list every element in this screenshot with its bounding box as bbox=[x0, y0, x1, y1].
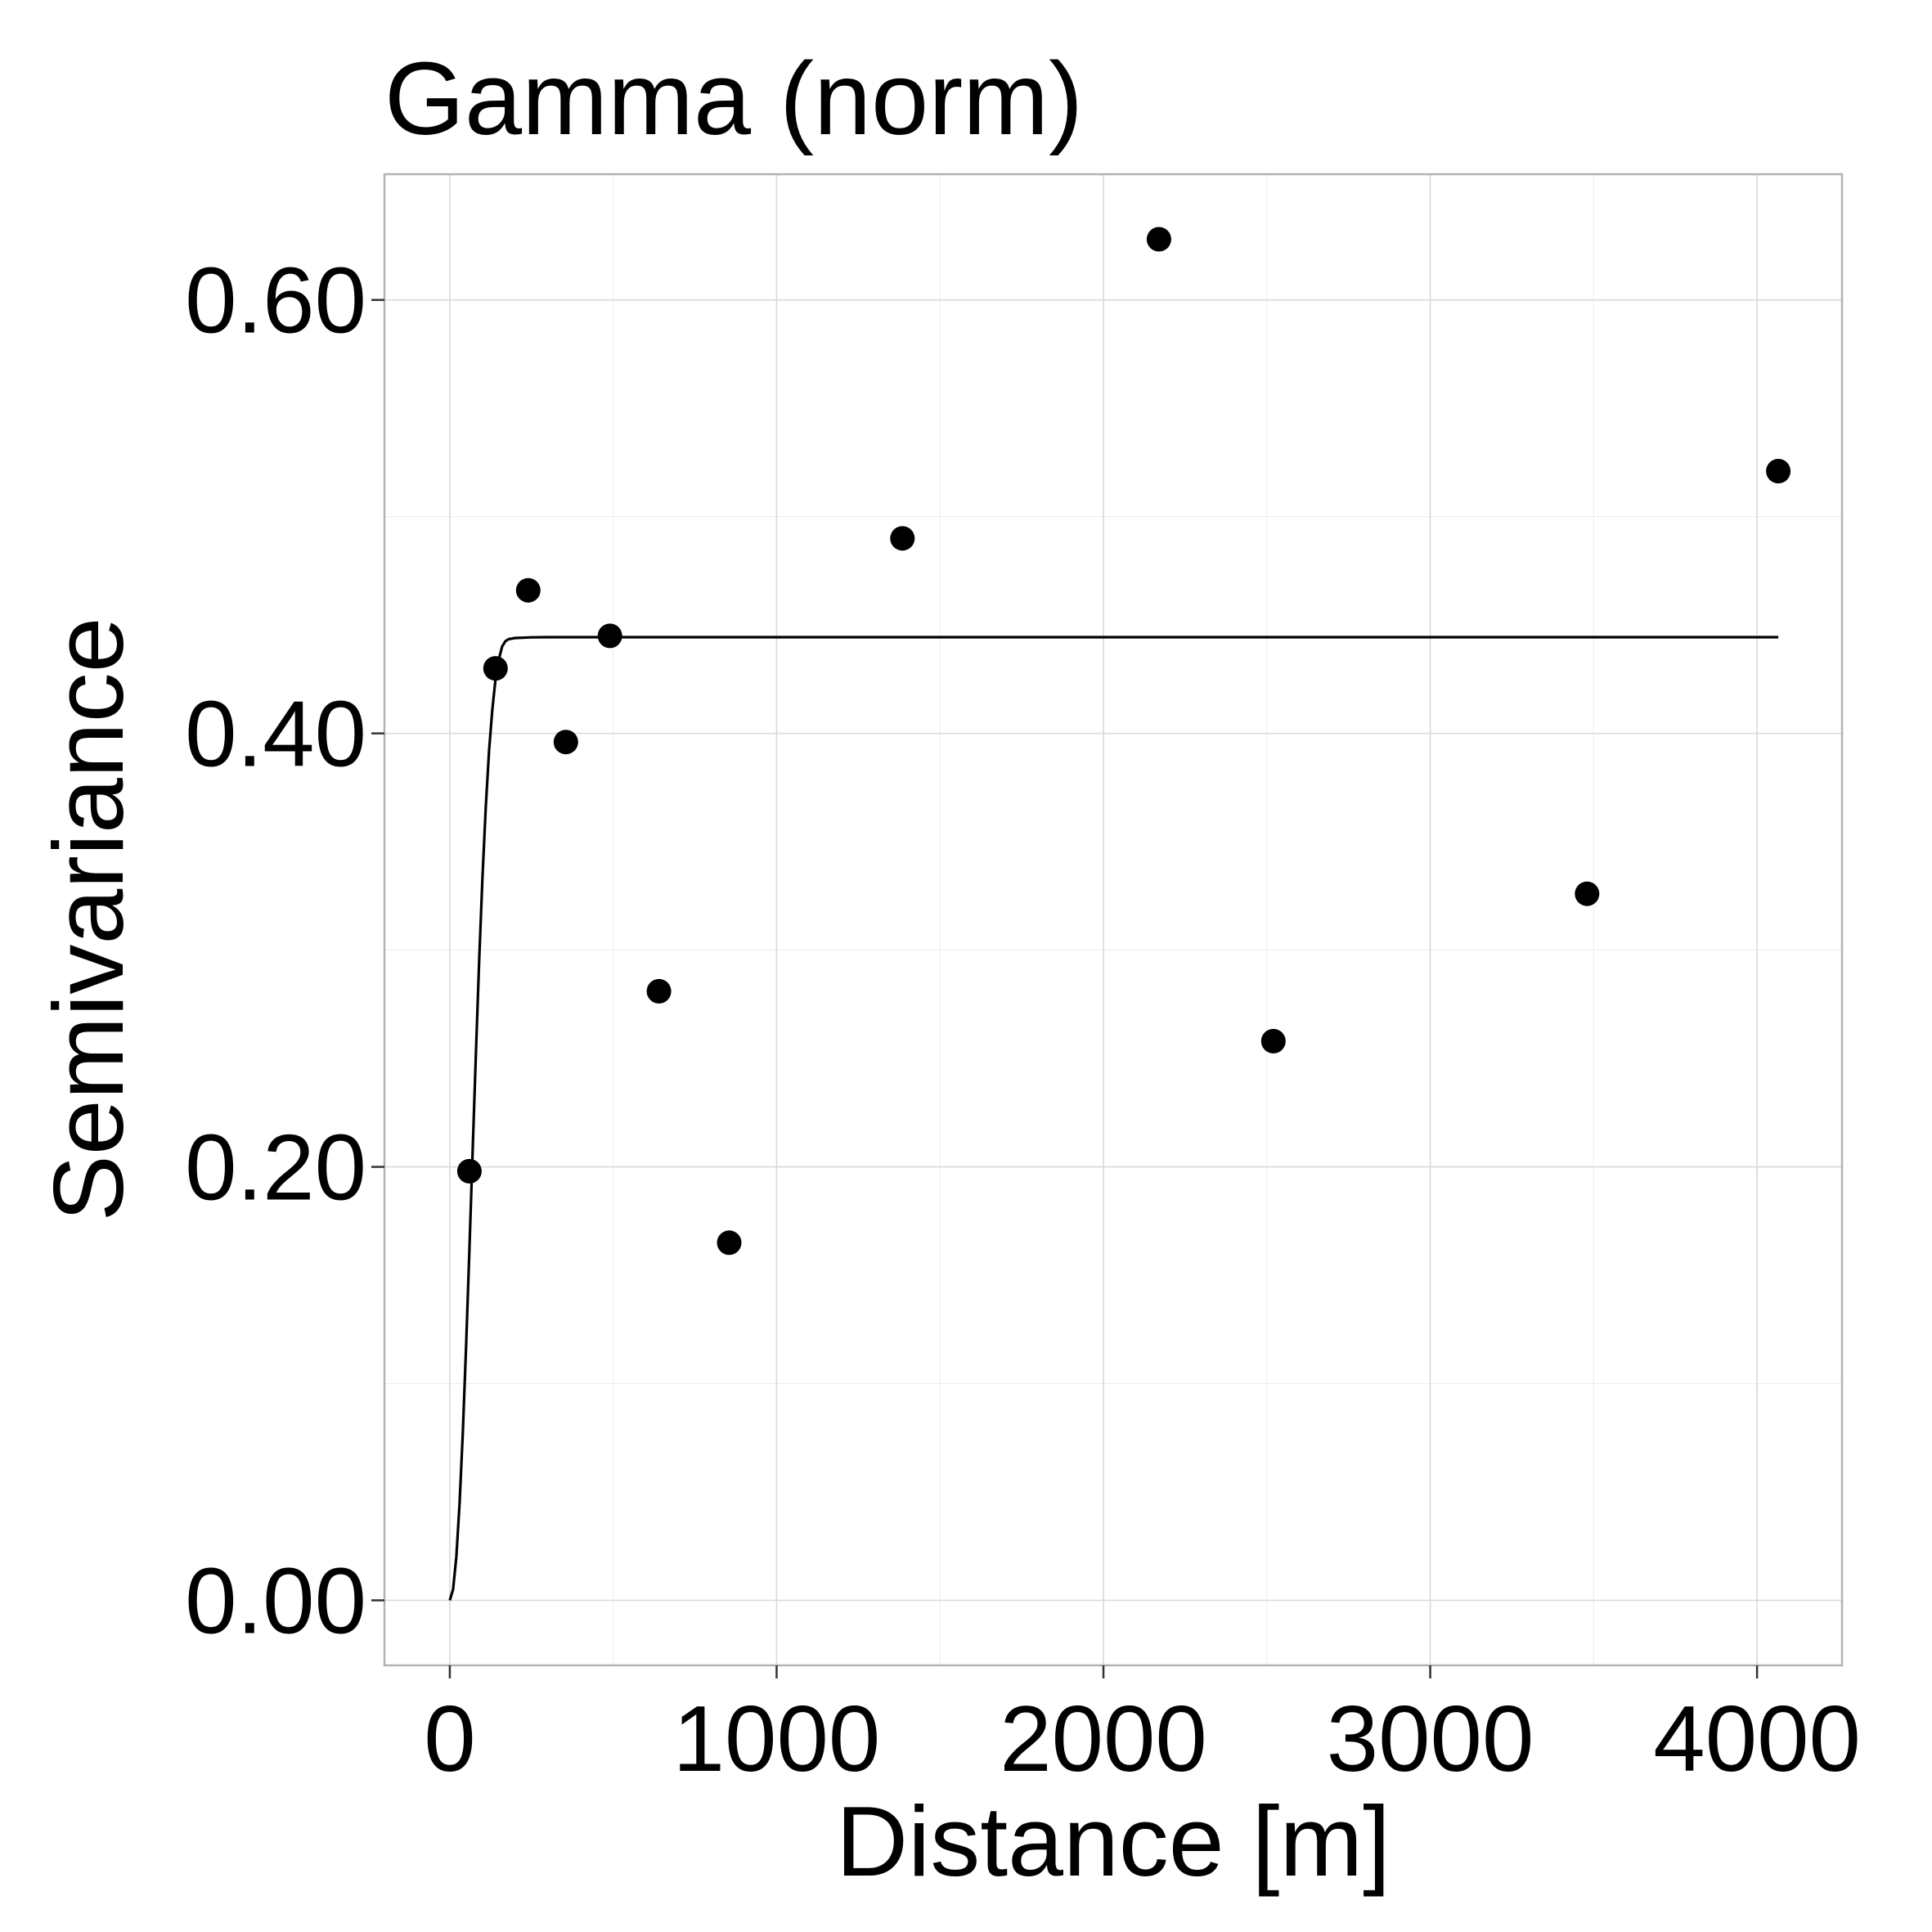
data-point bbox=[483, 656, 508, 681]
x-axis-label: Distance [m] bbox=[836, 1786, 1391, 1897]
x-tick-label: 1000 bbox=[673, 1687, 881, 1791]
data-point bbox=[646, 978, 672, 1004]
plot-panel-border bbox=[383, 173, 1844, 1667]
model-curve bbox=[448, 636, 1779, 1601]
axes: 0 1000 2000 3000 4000 0.00 0.20 0.40 0.60 bbox=[185, 249, 1861, 1791]
data-point bbox=[890, 526, 915, 551]
y-tick-label: 0.60 bbox=[185, 249, 366, 353]
data-point bbox=[1260, 1028, 1286, 1054]
x-tick-label: 4000 bbox=[1653, 1687, 1861, 1791]
data-point bbox=[1575, 881, 1600, 906]
x-tick-label: 2000 bbox=[1000, 1687, 1207, 1791]
data-point bbox=[1766, 459, 1791, 483]
fitted-model-line bbox=[448, 636, 1779, 1601]
y-axis-label: Semivariance bbox=[33, 617, 144, 1221]
data-point bbox=[553, 730, 578, 755]
y-tick-label: 0.00 bbox=[185, 1550, 366, 1654]
x-tick-label: 0 bbox=[424, 1687, 475, 1791]
grid-lines bbox=[384, 174, 1842, 1665]
data-point bbox=[717, 1230, 742, 1256]
x-tick-label: 3000 bbox=[1327, 1687, 1534, 1791]
empirical-points bbox=[456, 227, 1791, 1256]
chart-title: Gamma (norm) bbox=[384, 41, 1083, 156]
y-tick-label: 0.40 bbox=[185, 683, 366, 787]
y-tick-label: 0.20 bbox=[185, 1117, 366, 1220]
data-point bbox=[1146, 227, 1171, 252]
data-point bbox=[456, 1158, 482, 1184]
data-point bbox=[515, 577, 541, 603]
data-point bbox=[597, 623, 622, 649]
